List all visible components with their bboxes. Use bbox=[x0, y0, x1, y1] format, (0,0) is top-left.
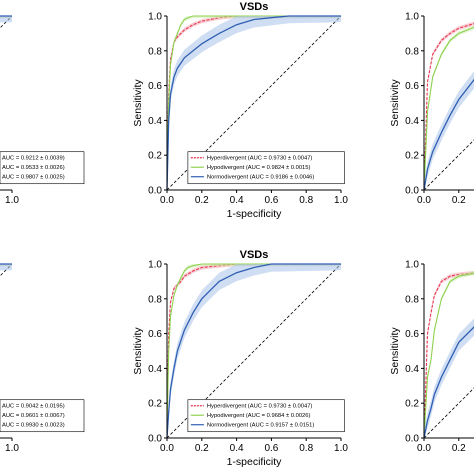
roc-curve-hypodivergent bbox=[423, 26, 474, 191]
x-axis-label: 1-specificity bbox=[227, 456, 283, 468]
x-tick-label: 1.0 bbox=[334, 443, 348, 454]
x-tick-label: 0.2 bbox=[195, 443, 209, 454]
y-tick-label: 0.6 bbox=[405, 81, 419, 92]
roc-curve-hypodivergent bbox=[423, 272, 474, 439]
x-tick-label: 0.2 bbox=[452, 195, 466, 206]
y-tick-label: 0.4 bbox=[148, 116, 162, 127]
roc-curve-hyperdivergent bbox=[166, 263, 341, 430]
x-tick-label: 0.4 bbox=[230, 443, 244, 454]
x-tick-label: 0.2 bbox=[452, 443, 466, 454]
y-tick-label: 0.2 bbox=[405, 151, 419, 162]
x-tick-label: 1.0 bbox=[5, 195, 19, 206]
legend-label: AUC = 0.9930 ± 0.0023) bbox=[2, 423, 65, 429]
x-tick-label: 0.0 bbox=[417, 443, 431, 454]
y-tick-label: 1.0 bbox=[148, 260, 162, 271]
confidence-band-normodivergent bbox=[0, 16, 12, 23]
legend-box bbox=[0, 151, 85, 185]
panel-title: VSDs bbox=[240, 1, 269, 13]
roc-panel: VSDs 0.0 0.2 0.4 0.6 0.8 1.0 0.0 0.2 0.4 0.6 0.8 1.0… bbox=[132, 249, 348, 468]
legend-label: Hyperdivergent (AUC = 0.9730 ± 0.0047) bbox=[207, 156, 313, 162]
legend-box bbox=[187, 151, 345, 185]
roc-curve-hypodivergent bbox=[166, 15, 341, 182]
y-tick-label: 0.8 bbox=[148, 46, 162, 57]
y-axis-label: Sensitivity bbox=[132, 327, 144, 375]
legend-box bbox=[187, 399, 345, 433]
y-tick-label: 0.0 bbox=[405, 434, 419, 445]
confidence-band-normodivergent bbox=[424, 318, 474, 438]
x-tick-label: 0.4 bbox=[230, 195, 244, 206]
roc-curve-normodivergent bbox=[423, 326, 474, 439]
y-tick-label: 0.4 bbox=[148, 364, 162, 375]
x-tick-label: 0.6 bbox=[264, 443, 278, 454]
x-tick-label: 0.0 bbox=[160, 195, 174, 206]
legend-box bbox=[0, 399, 85, 433]
legend-label: Normodivergent (AUC = 0.9186 ± 0.0046) bbox=[207, 175, 314, 181]
roc-curve-hyperdivergent bbox=[166, 15, 341, 182]
x-tick-label: 0.6 bbox=[264, 195, 278, 206]
legend-label: Hypodivergent (AUC = 0.9684 ± 0.0026) bbox=[207, 413, 311, 419]
roc-curve-normodivergent bbox=[423, 78, 474, 191]
x-tick-label: 0.8 bbox=[299, 443, 313, 454]
y-tick-label: 1.0 bbox=[148, 12, 162, 23]
x-tick-label: 0.2 bbox=[195, 195, 209, 206]
y-tick-label: 1.0 bbox=[405, 260, 419, 271]
legend-label: AUC = 0.9601 ± 0.0067) bbox=[2, 413, 65, 419]
y-tick-label: 0.2 bbox=[405, 399, 419, 410]
roc-curve-hyperdivergent bbox=[423, 23, 474, 191]
chance-diagonal bbox=[423, 387, 474, 439]
y-tick-label: 0.4 bbox=[405, 364, 419, 375]
y-tick-label: 0.2 bbox=[148, 399, 162, 410]
x-tick-label: 0.0 bbox=[160, 443, 174, 454]
y-tick-label: 0.8 bbox=[148, 294, 162, 305]
y-tick-label: 0.4 bbox=[405, 116, 419, 127]
roc-curve-hyperdivergent bbox=[423, 272, 474, 439]
roc-curve-normodivergent bbox=[166, 263, 341, 439]
y-tick-label: 0.0 bbox=[148, 434, 162, 445]
legend-label: Hypodivergent (AUC = 0.9824 ± 0.0015) bbox=[207, 165, 311, 171]
x-tick-label: 1.0 bbox=[5, 443, 19, 454]
y-axis-label: Sensitivity bbox=[389, 327, 401, 375]
chance-diagonal bbox=[423, 139, 474, 191]
roc-curve-hypodivergent bbox=[166, 263, 341, 430]
y-tick-label: 0.6 bbox=[148, 329, 162, 340]
y-tick-label: 0.2 bbox=[148, 151, 162, 162]
legend-label: AUC = 0.9807 ± 0.0025) bbox=[2, 175, 65, 181]
x-axis-label: 1-specificity bbox=[227, 208, 283, 220]
y-tick-label: 0.6 bbox=[405, 329, 419, 340]
roc-panel: 0.0 0.2 0.0 0.2 0.4 0.6 0.8 1.0 Sensitivity bbox=[389, 12, 474, 206]
x-tick-label: 1.0 bbox=[334, 195, 348, 206]
y-tick-label: 0.6 bbox=[148, 81, 162, 92]
confidence-band-normodivergent bbox=[0, 264, 12, 271]
y-tick-label: 0.8 bbox=[405, 46, 419, 57]
confidence-band-normodivergent bbox=[424, 71, 474, 190]
y-tick-label: 0.0 bbox=[148, 186, 162, 197]
legend-label: Hyperdivergent (AUC = 0.9730 ± 0.0047) bbox=[207, 404, 313, 410]
roc-panel: VSDs 0.0 0.2 0.4 0.6 0.8 1.0 0.0 0.2 0.4 0.6 0.8 1.0… bbox=[132, 1, 348, 220]
legend-label: AUC = 0.9533 ± 0.0026) bbox=[2, 165, 65, 171]
legend-label: AUC = 0.9042 ± 0.0195) bbox=[2, 404, 65, 410]
legend-label: AUC = 0.9212 ± 0.0039) bbox=[2, 156, 65, 162]
y-tick-label: 0.8 bbox=[405, 294, 419, 305]
y-tick-label: 0.0 bbox=[405, 186, 419, 197]
y-tick-label: 1.0 bbox=[405, 12, 419, 23]
roc-curve-normodivergent bbox=[166, 15, 341, 191]
y-axis-label: Sensitivity bbox=[389, 79, 401, 127]
x-tick-label: 0.8 bbox=[299, 195, 313, 206]
panel-title: VSDs bbox=[240, 249, 269, 261]
y-axis-label: Sensitivity bbox=[132, 79, 144, 127]
roc-panel: 0.0 0.2 0.0 0.2 0.4 0.6 0.8 1.0 Sensitivity bbox=[389, 260, 474, 454]
legend-label: Normodivergent (AUC = 0.9157 ± 0.0151) bbox=[207, 423, 314, 429]
x-tick-label: 0.0 bbox=[417, 195, 431, 206]
